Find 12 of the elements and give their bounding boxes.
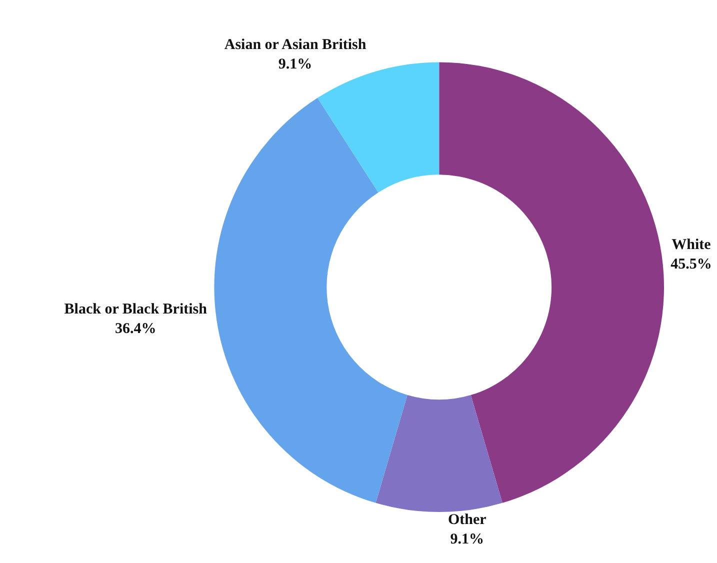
data-label: 36.4% [115, 321, 156, 338]
data-label: 9.1% [450, 532, 484, 548]
donut-slice [318, 62, 440, 193]
donut-slice [214, 98, 408, 503]
slice-label: Black or Black British [64, 302, 208, 318]
donut-slice [439, 62, 664, 503]
data-label: 9.1% [278, 56, 312, 73]
slice-label: Other [448, 512, 487, 528]
slice-label: White [672, 237, 712, 254]
slice-label: Asian or Asian British [224, 37, 367, 54]
data-label: 45.5% [670, 256, 712, 273]
donut-slice [376, 395, 502, 512]
